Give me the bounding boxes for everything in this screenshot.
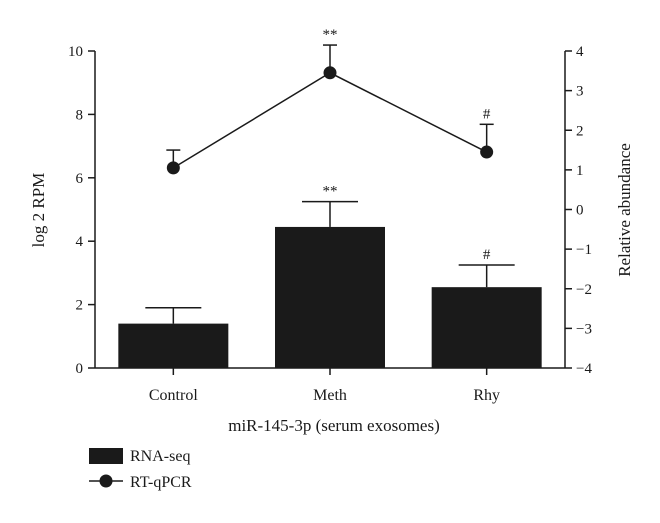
y-tick-label-right: −1 (576, 242, 592, 258)
y-tick-label-right: −4 (576, 361, 592, 377)
legend-swatch-rna-seq (89, 448, 123, 464)
bar (275, 226, 385, 368)
x-tick-label: Control (149, 387, 198, 404)
line-point (166, 161, 180, 175)
bar (431, 287, 542, 368)
y-tick-label-left: 4 (76, 234, 84, 250)
legend-label-rt-qpcr: RT-qPCR (130, 474, 192, 491)
ticks: 0 2 4 6 8 10 −4 −3 −2 −1 0 1 2 3 4 Control Meth Rhy (68, 44, 592, 404)
x-tick-label: Meth (313, 387, 347, 404)
y-tick-label-right: 3 (576, 84, 584, 100)
y-tick-label-left: 2 (76, 298, 84, 314)
y-tick-label-left: 0 (76, 361, 84, 377)
point-significance-label: # (483, 106, 491, 122)
y-tick-label-left: 6 (76, 171, 84, 187)
legend-marker-rt-qpcr (99, 474, 113, 488)
bar (118, 323, 229, 368)
bar-significance-label: ** (323, 184, 338, 200)
y-axis-label-right: Relative abundance (615, 143, 634, 277)
y-tick-label-left: 10 (68, 44, 83, 60)
line-point (480, 145, 494, 159)
y-tick-label-right: −3 (576, 321, 592, 337)
point-significance-label: ** (323, 27, 338, 43)
x-axis-label: miR-145-3p (serum exosomes) (228, 416, 440, 435)
line-path (172, 71, 488, 169)
bars: ** # (118, 184, 542, 368)
x-tick-label: Rhy (473, 387, 500, 404)
y-axis-label-left: log 2 RPM (29, 173, 48, 248)
y-tick-label-right: 2 (576, 123, 584, 139)
y-tick-label-right: 0 (576, 203, 584, 219)
y-tick-label-right: 4 (576, 44, 584, 60)
legend: RNA-seq RT-qPCR (89, 448, 192, 491)
y-tick-label-left: 8 (76, 107, 84, 123)
y-tick-label-right: 1 (576, 163, 584, 179)
legend-label-rna-seq: RNA-seq (130, 448, 190, 465)
line-series: ** # (166, 27, 494, 175)
y-tick-label-right: −2 (576, 282, 592, 298)
bar-significance-label: # (483, 247, 491, 263)
line-point (323, 66, 337, 80)
